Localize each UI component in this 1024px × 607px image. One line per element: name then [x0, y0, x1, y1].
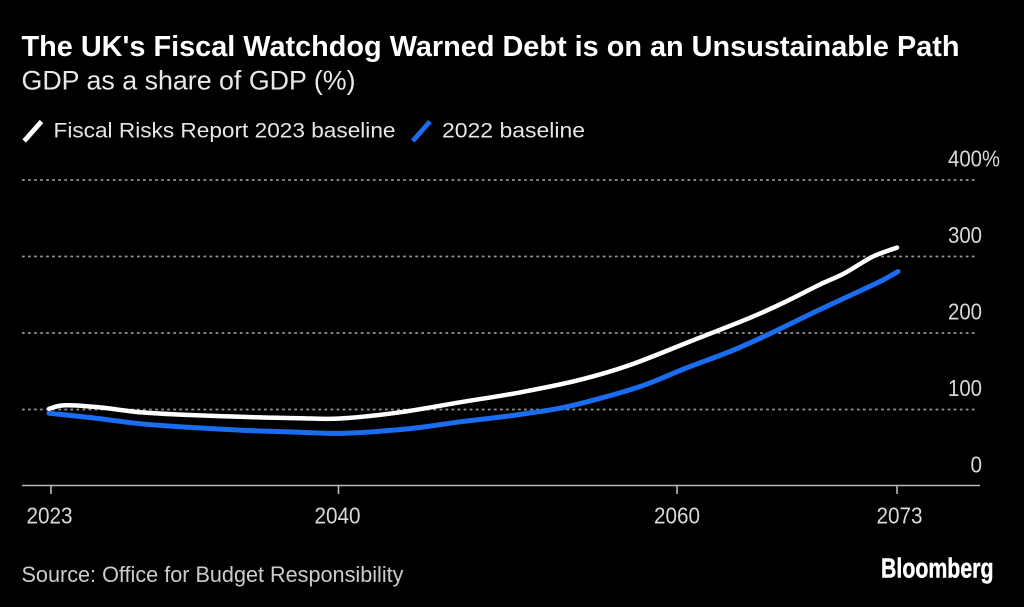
svg-text:2040: 2040 [315, 503, 361, 529]
svg-text:2022 baseline: 2022 baseline [442, 119, 585, 143]
svg-text:2023: 2023 [27, 503, 73, 529]
svg-text:300: 300 [948, 222, 982, 248]
svg-text:GDP as a share of GDP (%): GDP as a share of GDP (%) [22, 66, 356, 96]
svg-text:2073: 2073 [877, 503, 923, 529]
svg-text:Bloomberg: Bloomberg [881, 553, 994, 584]
svg-text:400: 400 [948, 146, 982, 172]
svg-text:2060: 2060 [654, 503, 700, 529]
svg-text:The UK's Fiscal Watchdog Warne: The UK's Fiscal Watchdog Warned Debt is … [22, 31, 960, 63]
svg-text:200: 200 [948, 299, 982, 325]
svg-text:Fiscal Risks Report 2023 basel: Fiscal Risks Report 2023 baseline [54, 119, 396, 143]
svg-text:Source: Office for Budget Resp: Source: Office for Budget Responsibility [22, 562, 405, 587]
svg-text:100: 100 [948, 375, 982, 401]
svg-text:0: 0 [971, 452, 983, 478]
svg-text:%: % [982, 146, 1000, 172]
